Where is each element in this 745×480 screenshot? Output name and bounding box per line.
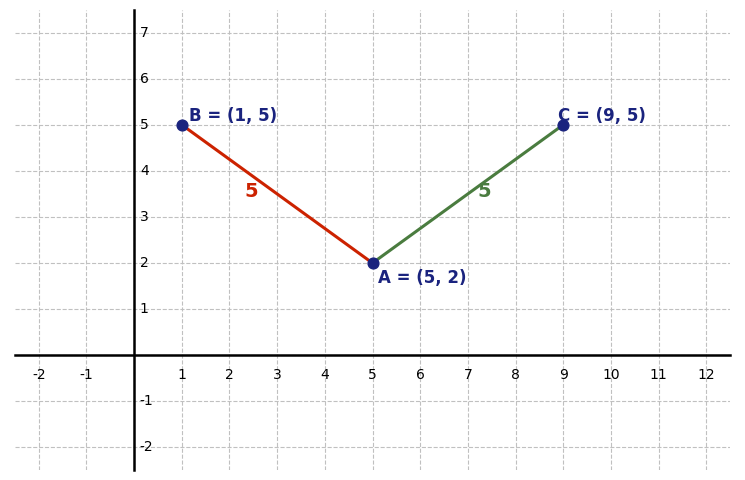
Text: 4: 4 <box>320 368 329 382</box>
Text: 9: 9 <box>559 368 568 382</box>
Text: 2: 2 <box>225 368 234 382</box>
Text: 1: 1 <box>140 302 149 316</box>
Text: 6: 6 <box>416 368 425 382</box>
Text: 1: 1 <box>177 368 186 382</box>
Text: 8: 8 <box>511 368 520 382</box>
Text: 5: 5 <box>368 368 377 382</box>
Point <box>367 259 378 267</box>
Text: 11: 11 <box>650 368 668 382</box>
Text: 7: 7 <box>463 368 472 382</box>
Text: 2: 2 <box>140 256 148 270</box>
Text: 10: 10 <box>602 368 620 382</box>
Text: 3: 3 <box>273 368 282 382</box>
Text: -2: -2 <box>32 368 45 382</box>
Text: 4: 4 <box>140 164 148 178</box>
Text: -2: -2 <box>140 440 153 455</box>
Text: 7: 7 <box>140 25 148 40</box>
Point <box>557 121 569 129</box>
Text: 5: 5 <box>244 182 258 201</box>
Point <box>176 121 188 129</box>
Text: A = (5, 2): A = (5, 2) <box>378 269 466 287</box>
Text: -1: -1 <box>140 394 153 408</box>
Text: 5: 5 <box>478 182 492 201</box>
Text: -1: -1 <box>80 368 93 382</box>
Text: B = (1, 5): B = (1, 5) <box>189 107 277 125</box>
Text: 5: 5 <box>140 118 148 132</box>
Text: 3: 3 <box>140 210 148 224</box>
Text: 6: 6 <box>140 72 149 86</box>
Text: 12: 12 <box>697 368 715 382</box>
Text: C = (9, 5): C = (9, 5) <box>559 107 647 125</box>
